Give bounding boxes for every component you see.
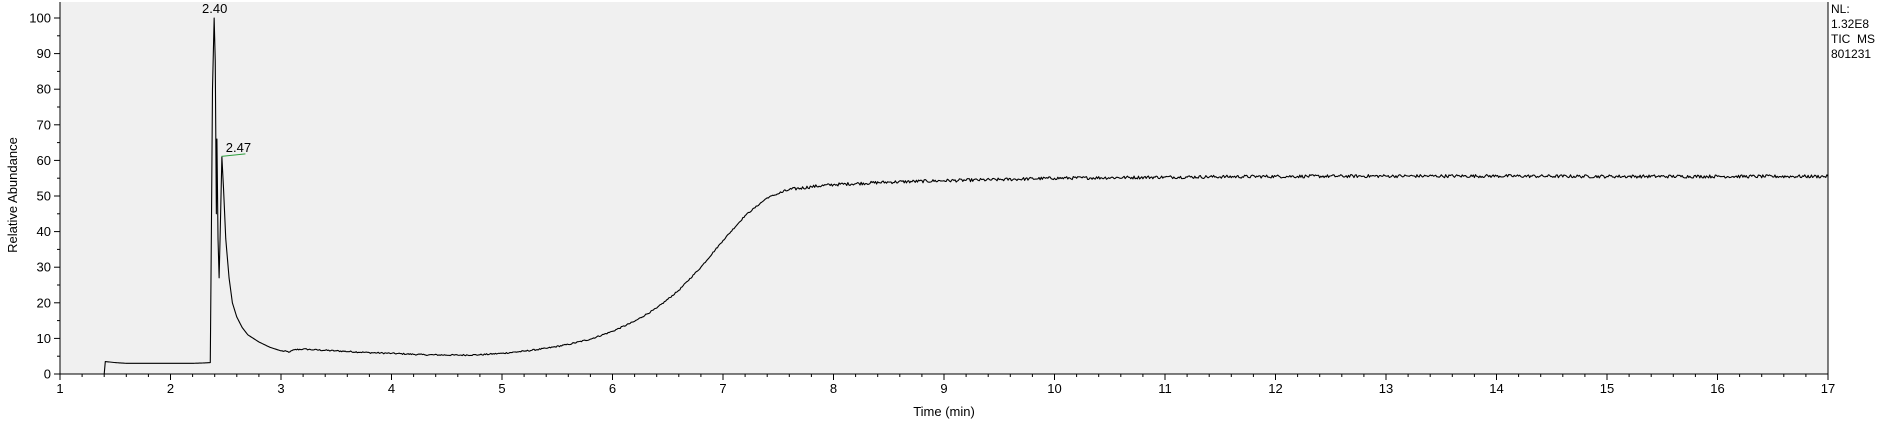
x-tick-label: 8 (830, 381, 837, 396)
x-tick-label: 17 (1821, 381, 1835, 396)
peak-label: 2.47 (226, 140, 251, 155)
y-tick-label: 50 (37, 189, 51, 204)
y-tick-label: 100 (29, 11, 51, 26)
trace-layer (60, 17, 1829, 375)
plot-background (60, 2, 1828, 374)
x-tick-label: 12 (1268, 381, 1282, 396)
file-name: 801231 (1831, 47, 1872, 61)
x-tick-label: 9 (940, 381, 947, 396)
y-tick-label: 60 (37, 153, 51, 168)
x-tick-label: 1 (56, 381, 63, 396)
labels-layer: 2.40 2.47 (202, 1, 251, 157)
x-tick-label: 10 (1047, 381, 1061, 396)
y-tick-label: 90 (37, 46, 51, 61)
scan-filter: TIC MS (1831, 32, 1875, 46)
y-tick-label: 10 (37, 331, 51, 346)
x-tick-label: 6 (609, 381, 616, 396)
y-tick-label: 0 (44, 367, 51, 382)
tic-trace (60, 17, 1829, 375)
y-axis-title: Relative Abundance (5, 137, 20, 253)
nl-label: NL: (1831, 2, 1850, 16)
x-tick-label: 7 (719, 381, 726, 396)
x-tick-label: 11 (1158, 381, 1172, 396)
peak-label: 2.40 (202, 1, 227, 16)
nl-value: 1.32E8 (1831, 17, 1870, 31)
x-tick-label: 2 (167, 381, 174, 396)
x-tick-label: 5 (498, 381, 505, 396)
y-tick-label: 40 (37, 224, 51, 239)
x-tick-label: 15 (1600, 381, 1614, 396)
x-tick-label: 4 (388, 381, 395, 396)
x-tick-label: 3 (277, 381, 284, 396)
y-tick-label: 70 (37, 117, 51, 132)
scan-info-block: NL: 1.32E8 TIC MS 801231 (1831, 2, 1875, 62)
x-tick-label: 16 (1710, 381, 1724, 396)
y-tick-label: 20 (37, 295, 51, 310)
y-tick-label: 80 (37, 82, 51, 97)
x-axis-title: Time (min) (913, 404, 975, 419)
x-tick-label: 14 (1489, 381, 1503, 396)
x-tick-label: 13 (1379, 381, 1393, 396)
y-tick-label: 30 (37, 260, 51, 275)
peak-marker (221, 153, 246, 157)
axes-layer: 1 2 3 4 5 6 7 8 9 10 11 12 13 14 15 16 17010203040506070… (29, 2, 1835, 396)
